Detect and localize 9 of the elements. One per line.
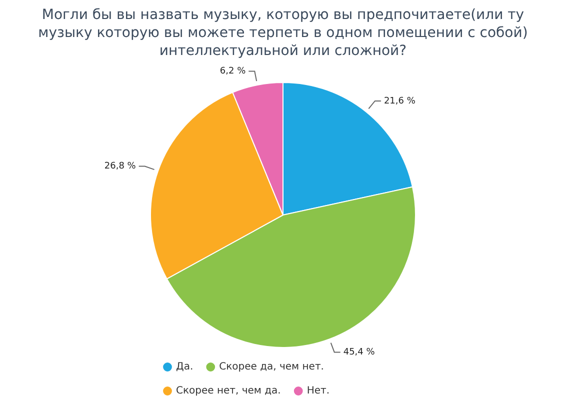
legend-label: Скорее нет, чем да. [176, 386, 281, 397]
data-label: 6,2 % [220, 66, 246, 77]
data-label: 45,4 % [343, 348, 376, 358]
data-label: 21,6 % [384, 96, 416, 106]
legend-label: Нет. [306, 386, 330, 397]
legend-label: Да. [176, 362, 194, 373]
data-label: 26,8 % [104, 162, 136, 172]
chart-title: Могли бы вы назвать музыку, которую вы предпочитаете(или ту музыку которую вы можете терпеть в одном помещении с собой) интеллектуальной или сложной? [37, 6, 529, 60]
legend-label: Скорее да, чем нет. [219, 362, 324, 373]
